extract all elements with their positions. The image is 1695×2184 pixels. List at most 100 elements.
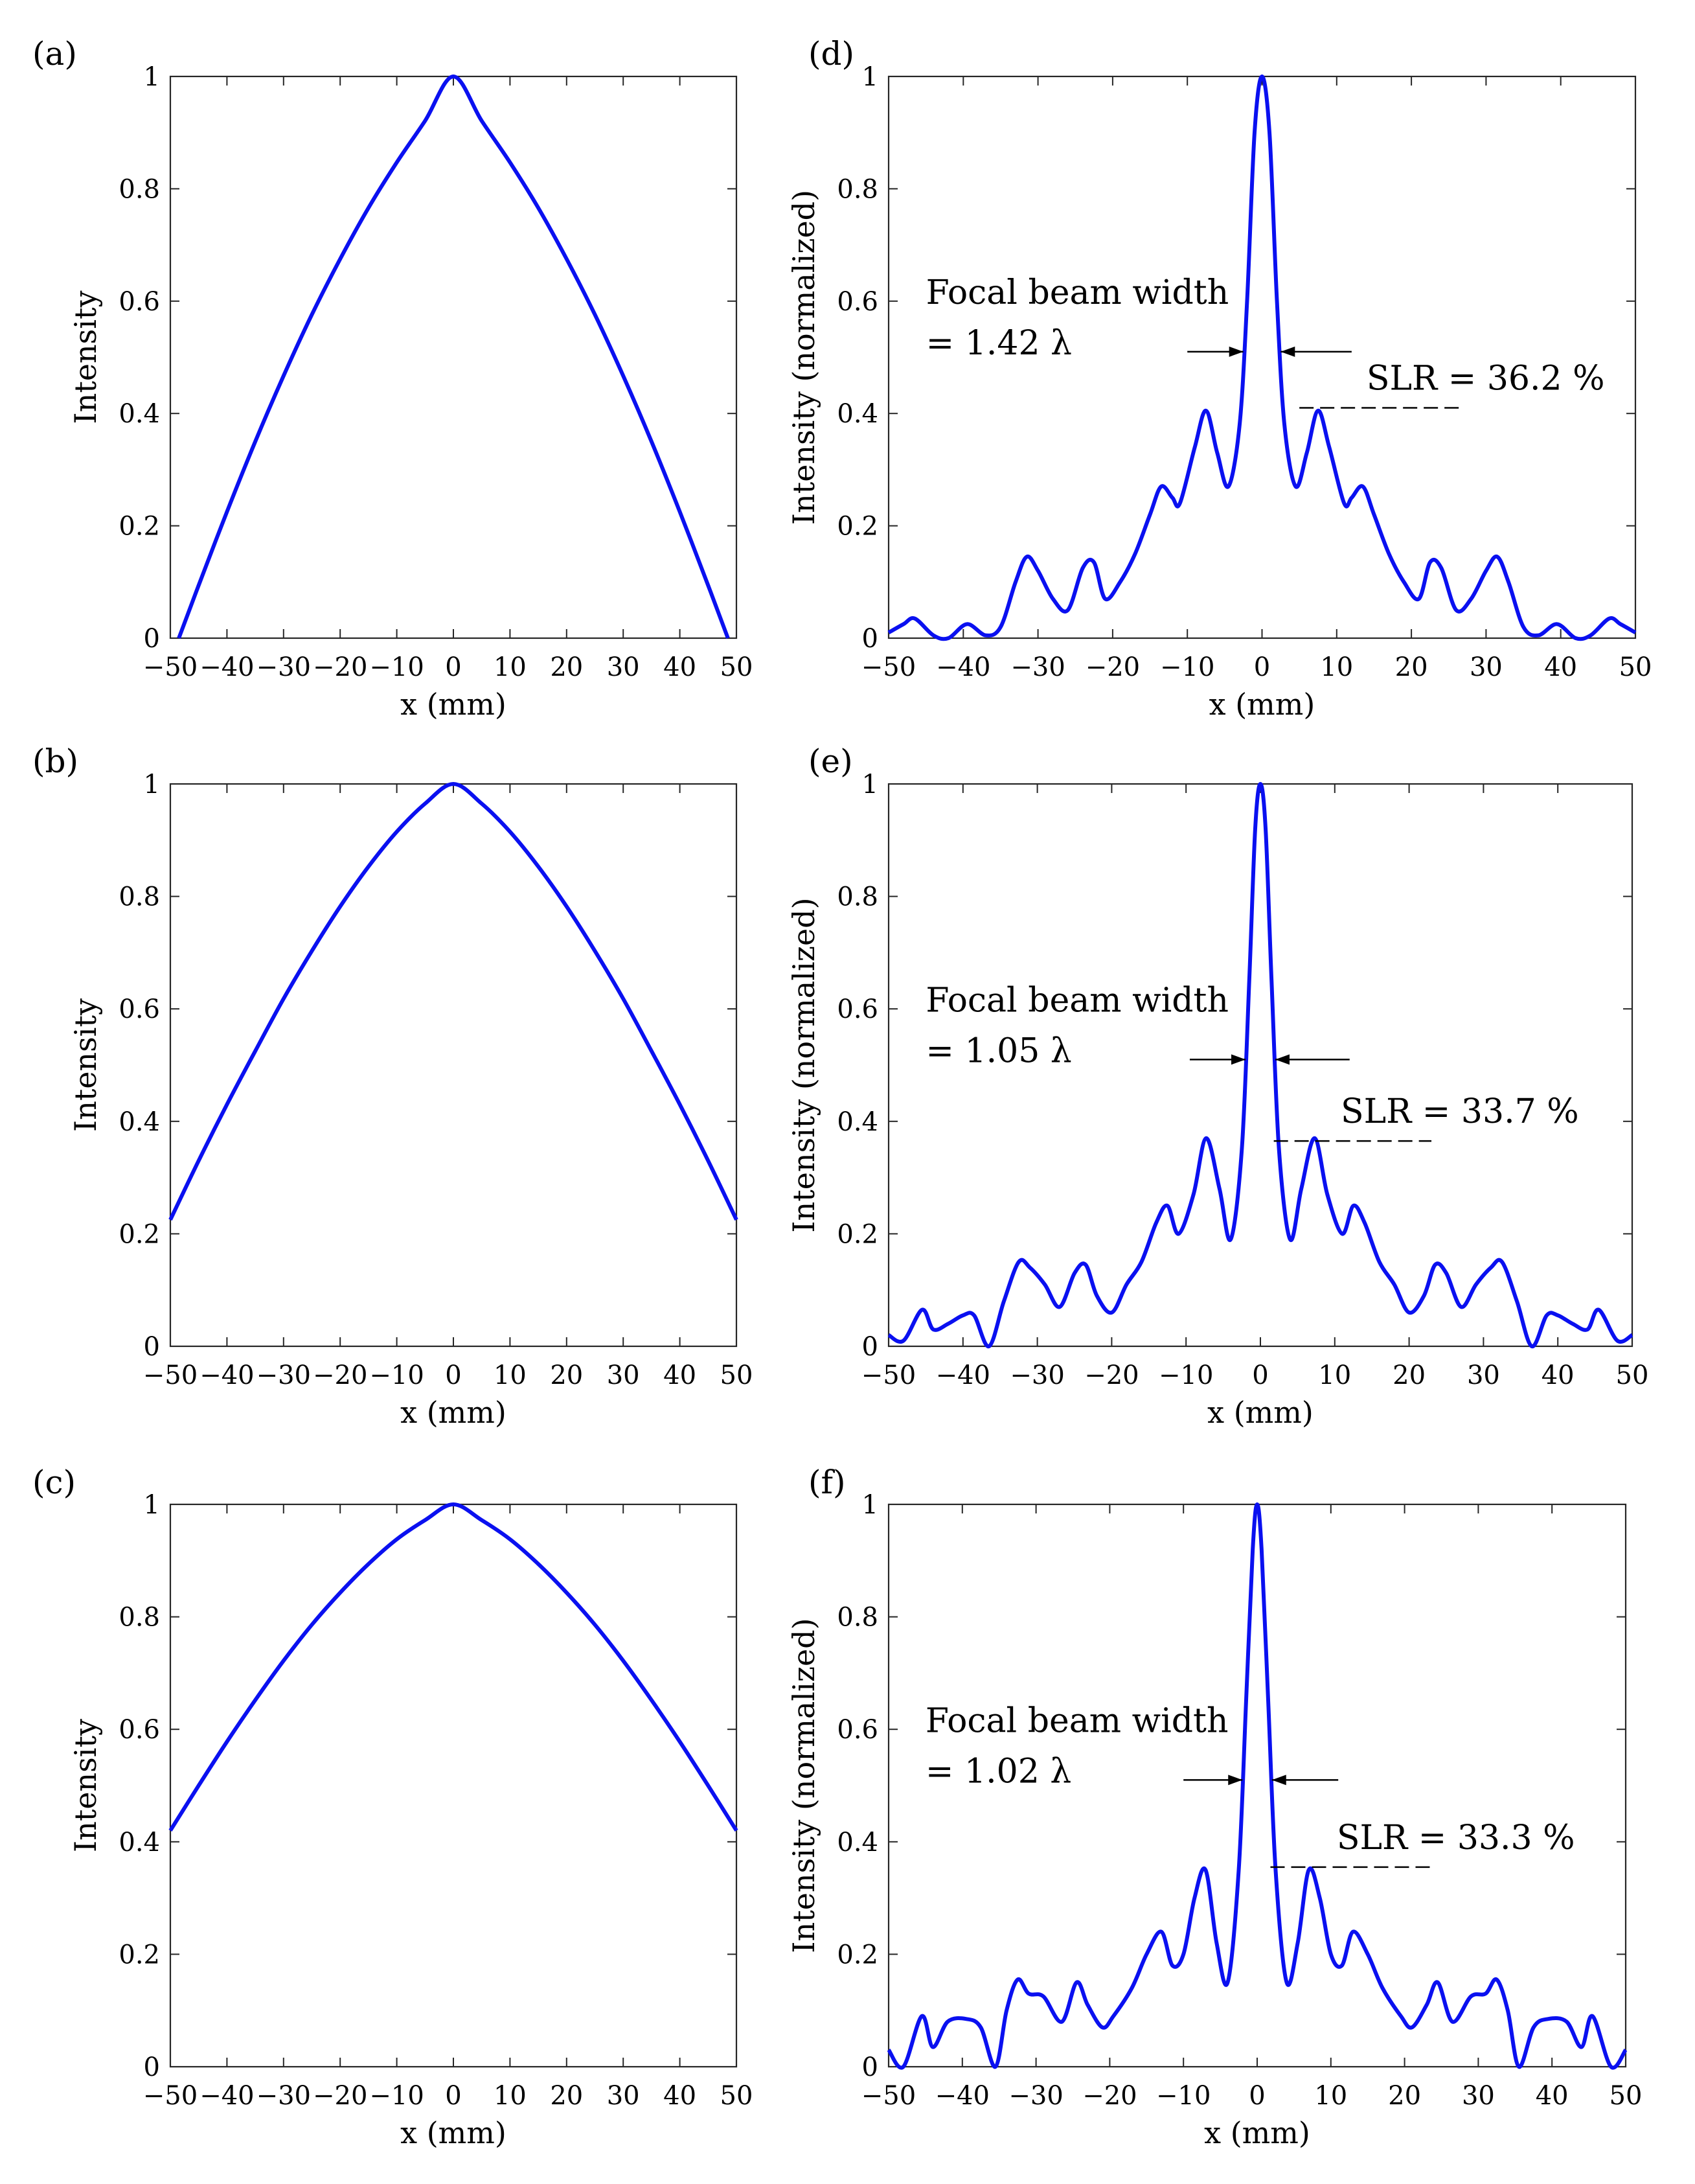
panel-d-xlabel: x (mm)	[1209, 687, 1315, 722]
panel-c-label: (c)	[32, 1464, 76, 1501]
panel-a-xtick-label: −30	[256, 652, 311, 682]
panel-f-series-line	[887, 1502, 1628, 2070]
panel-f-ytick-label: 0.2	[837, 1940, 878, 1970]
panel-a-ylabel: Intensity	[68, 291, 103, 424]
panel-a-xtick-label: −20	[313, 652, 367, 682]
panel-c-xtick-label: 50	[720, 2081, 753, 2111]
panel-b-xtick-label: 30	[607, 1361, 640, 1390]
panel-b-xtick-label: −50	[143, 1361, 198, 1390]
panel-d-xtick-label: 30	[1470, 652, 1503, 682]
panel-c-xtick-label: −50	[143, 2081, 198, 2111]
panel-a-xtick-label: −10	[369, 652, 424, 682]
panel-a-ytick-label: 0.6	[119, 287, 160, 317]
panel-f-ylabel: Intensity (normalized)	[786, 1618, 821, 1953]
panel-f-xtick-label: 0	[1249, 2081, 1265, 2111]
panel-c-xtick-label: 20	[550, 2081, 583, 2111]
panel-a-ytick-label: 0	[144, 624, 160, 654]
panel-c: −50 −40 −30 −20 −10 0 10 20 30 40 50 0 0.2 0.4 0.6 0.8 1…	[32, 1464, 753, 2150]
panel-e-beam-width-label: Focal beam width	[926, 982, 1229, 1020]
panel-f-ytick-label: 1	[862, 1490, 878, 1520]
panel-c-ytick-label: 0.2	[119, 1940, 160, 1970]
panel-a-xtick-label: 40	[663, 652, 696, 682]
panel-e-xtick-label: −30	[1010, 1361, 1064, 1390]
panel-f-xtick-label: 30	[1462, 2081, 1495, 2111]
panel-d-xtick-label: 50	[1619, 652, 1652, 682]
panel-f-ytick-label: 0.6	[837, 1715, 878, 1745]
panel-c-xtick-label: 30	[607, 2081, 640, 2111]
panel-f-label: (f)	[808, 1464, 846, 1501]
panel-f-ytick-label: 0.8	[837, 1603, 878, 1633]
panel-c-ytick-label: 0	[144, 2052, 160, 2082]
panel-d-xtick-label: −50	[861, 652, 916, 682]
panel-c-xtick-label: −20	[313, 2081, 367, 2111]
panel-f-xtick-label: −10	[1156, 2081, 1211, 2111]
panel-a-xtick-label: 20	[550, 652, 583, 682]
panel-c-xlabel: x (mm)	[400, 2115, 506, 2150]
panel-f-ytick-label: 0	[862, 2052, 878, 2082]
panel-c-ytick-label: 0.4	[119, 1828, 160, 1857]
panel-d-xtick-label: −10	[1160, 652, 1214, 682]
panel-c-ytick-label: 1	[144, 1490, 160, 1520]
panel-d-series-line	[887, 75, 1637, 641]
panel-e-slr-label: SLR = 33.7 %	[1341, 1092, 1579, 1131]
panel-b-xtick-label: 40	[663, 1361, 696, 1390]
panel-e-ytick-label: 0.6	[837, 994, 878, 1024]
panel-c-ytick-label: 0.6	[119, 1715, 160, 1745]
panel-f-beam-arrowhead-right	[1271, 1775, 1286, 1786]
panel-b-xtick-label: −10	[369, 1361, 424, 1390]
panel-e-beam-arrowhead-left	[1231, 1054, 1246, 1065]
panel-d-ytick-label: 0.8	[837, 174, 878, 204]
panel-e-beam-width-value: = 1.05 λ	[926, 1032, 1071, 1071]
panel-e-ylabel: Intensity (normalized)	[786, 897, 821, 1232]
panel-b-ytick-label: 0.8	[119, 882, 160, 912]
panel-d-beam-arrowhead-left	[1229, 346, 1244, 357]
panel-a-xtick-label: −50	[143, 652, 198, 682]
panel-f-xtick-label: −40	[935, 2081, 990, 2111]
panel-e-xtick-label: 40	[1541, 1361, 1575, 1390]
panel-b-xtick-label: 50	[720, 1361, 753, 1390]
panel-b-series-line	[168, 782, 738, 1221]
panel-a-label: (a)	[32, 35, 77, 73]
panel-e-ytick-label: 1	[862, 770, 878, 799]
panel-d-ytick-label: 0	[862, 624, 878, 654]
panel-d-beam-width-value: = 1.42 λ	[926, 324, 1072, 363]
panel-e-xtick-label: −40	[936, 1361, 990, 1390]
panel-d-ylabel: Intensity (normalized)	[786, 190, 821, 525]
panel-f-xtick-label: 10	[1314, 2081, 1347, 2111]
panel-f-xtick-label: −30	[1008, 2081, 1063, 2111]
panel-d-ytick-label: 1	[862, 62, 878, 92]
panel-d-xtick-label: −30	[1010, 652, 1065, 682]
panel-e-xtick-label: 30	[1467, 1361, 1500, 1390]
panel-d-ytick-label: 0.2	[837, 512, 878, 542]
panel-a-ytick-label: 0.4	[119, 399, 160, 429]
panel-e-xtick-label: −50	[861, 1361, 916, 1390]
panel-e-xtick-label: 0	[1252, 1361, 1268, 1390]
panel-b-axes-box	[169, 783, 738, 1348]
panel-e-ytick-label: 0.8	[837, 882, 878, 912]
panel-a-ytick-label: 0.2	[119, 512, 160, 542]
panel-e-xtick-label: 50	[1616, 1361, 1649, 1390]
panel-e-xtick-label: 20	[1393, 1361, 1426, 1390]
panel-a-xtick-label: 0	[445, 652, 461, 682]
panel-d-ytick-label: 0.4	[837, 399, 878, 429]
panel-e-xtick-label: −20	[1084, 1361, 1139, 1390]
panel-a-xtick-label: 10	[494, 652, 527, 682]
panel-c-ylabel: Intensity	[68, 1719, 103, 1852]
panel-a: −50 −40 −30 −20 −10 0 10 20 30 40 50 0 0.2 0.4 0.6 0.8 1…	[32, 35, 753, 722]
panel-d-beam-arrowhead-right	[1280, 346, 1295, 357]
panel-e-xlabel: x (mm)	[1207, 1395, 1314, 1430]
panel-c-xtick-label: −30	[256, 2081, 311, 2111]
panel-b-ytick-label: 1	[144, 770, 160, 799]
panel-f-xtick-label: 40	[1536, 2081, 1569, 2111]
panel-f-xtick-label: −50	[861, 2081, 916, 2111]
panel-b-ytick-label: 0.6	[119, 994, 160, 1024]
panel-b-ytick-label: 0.4	[119, 1107, 160, 1137]
panel-c-xtick-label: 40	[663, 2081, 696, 2111]
panel-a-ytick-label: 0.8	[119, 174, 160, 204]
panel-f-xlabel: x (mm)	[1204, 2115, 1310, 2150]
panel-b-xtick-label: 10	[494, 1361, 527, 1390]
panel-b-ytick-label: 0	[144, 1332, 160, 1362]
panel-d-xtick-label: −40	[936, 652, 990, 682]
panel-b-xlabel: x (mm)	[400, 1395, 506, 1430]
